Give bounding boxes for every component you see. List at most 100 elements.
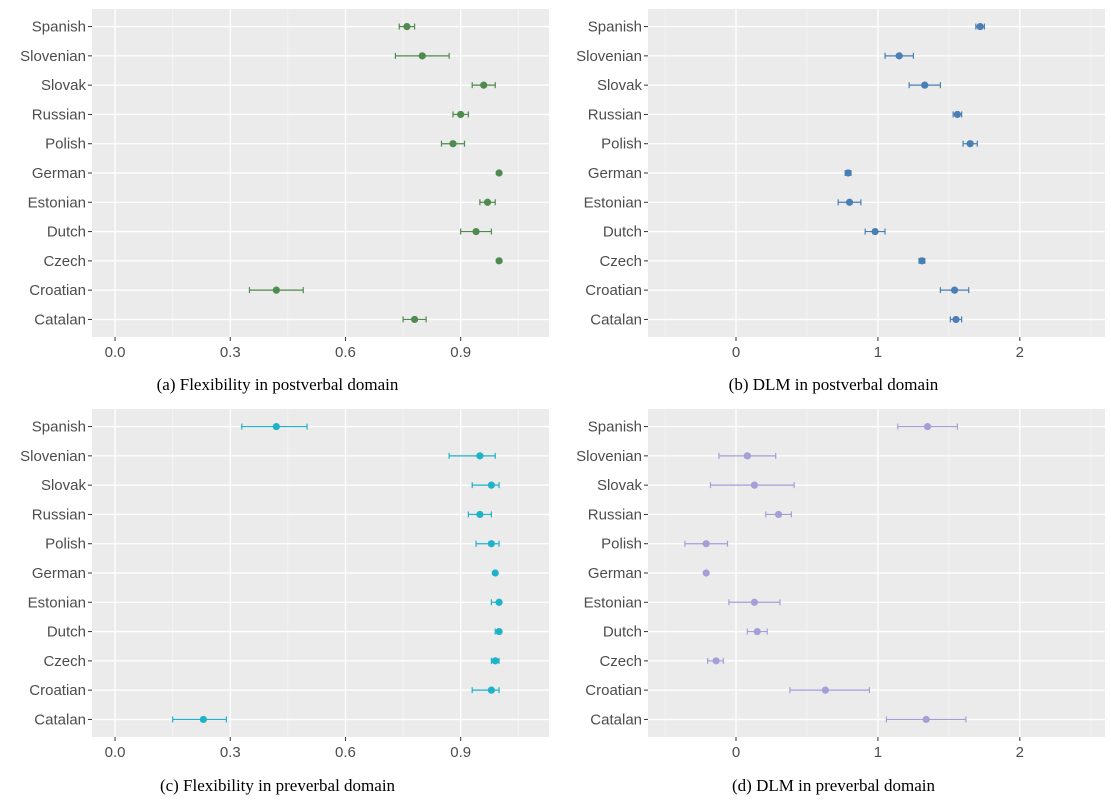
data-point — [702, 569, 710, 577]
y-tick-label: Catalan — [34, 711, 86, 728]
y-tick-label: Russian — [588, 506, 642, 523]
data-point — [743, 452, 751, 460]
y-tick-label: Polish — [601, 536, 642, 553]
data-point — [403, 22, 411, 31]
x-tick-label: 0.9 — [450, 344, 471, 361]
data-point — [199, 715, 207, 724]
y-tick-label: Spanish — [32, 419, 86, 436]
x-tick-label: 0.0 — [105, 744, 126, 761]
y-tick-label: Dutch — [47, 224, 86, 241]
y-tick-label: Russian — [32, 506, 86, 523]
x-tick-label: 1 — [874, 744, 882, 761]
data-point — [457, 110, 465, 119]
data-point — [272, 286, 280, 294]
data-point — [923, 422, 932, 431]
data-point — [491, 569, 499, 577]
y-tick-label: Dutch — [603, 224, 642, 241]
y-tick-label: Czech — [43, 253, 86, 270]
y-tick-label: Estonian — [584, 194, 642, 211]
caption-a: (a) Flexibility in postverbal domain — [156, 375, 399, 394]
data-point — [753, 627, 761, 636]
y-tick-label: Croatian — [585, 282, 642, 299]
y-tick-label: German — [32, 165, 86, 182]
y-tick-label: Czech — [43, 653, 86, 670]
x-tick-label: 0.6 — [335, 744, 356, 761]
data-point — [410, 315, 419, 324]
data-point — [487, 540, 495, 548]
data-point — [953, 110, 961, 119]
panel-d: Spanish Slovenian Slovak Russian Polish Germa… — [576, 409, 1105, 761]
data-point — [418, 52, 426, 60]
x-tick-label: 0.3 — [220, 744, 241, 761]
y-tick-label: Catalan — [590, 711, 642, 728]
x-tick-label: 0 — [732, 744, 740, 761]
data-point — [950, 286, 959, 294]
y-tick-label: Estonian — [28, 594, 86, 611]
data-point — [702, 540, 710, 548]
data-point — [845, 198, 854, 206]
y-tick-label: Slovak — [597, 477, 643, 494]
data-point — [750, 598, 759, 606]
data-point — [480, 81, 488, 89]
caption-c: (c) Flexibility in preverbal domain — [159, 776, 396, 795]
y-tick-label: Slovenian — [576, 48, 642, 65]
data-point — [871, 227, 879, 236]
data-point — [976, 22, 984, 31]
data-point — [495, 598, 503, 606]
data-point — [272, 422, 280, 431]
y-tick-label: Dutch — [603, 624, 642, 641]
data-point — [476, 452, 484, 460]
data-point — [487, 481, 495, 489]
data-point — [750, 481, 759, 489]
y-tick-label: Spanish — [588, 419, 642, 436]
y-tick-label: Slovenian — [576, 448, 642, 465]
y-tick-label: Slovenian — [20, 48, 86, 65]
data-point — [918, 257, 926, 265]
caption-b: (b) DLM in postverbal domain — [728, 375, 939, 394]
data-point — [712, 657, 720, 665]
y-tick-label: Slovenian — [20, 448, 86, 465]
data-point — [895, 52, 903, 60]
x-tick-label: 0 — [732, 344, 740, 361]
y-tick-label: Slovak — [41, 477, 87, 494]
y-tick-label: Spanish — [32, 19, 86, 36]
panel-a: Spanish Slovenian Slovak Russian Polish Germa… — [20, 9, 549, 361]
data-point — [491, 657, 499, 665]
y-tick-label: Croatian — [29, 682, 86, 699]
y-tick-label: Croatian — [29, 282, 86, 299]
y-tick-label: Czech — [599, 253, 642, 270]
y-tick-label: Estonian — [584, 594, 642, 611]
y-tick-label: Slovak — [597, 77, 643, 94]
y-tick-label: Polish — [601, 136, 642, 153]
data-point — [821, 686, 830, 694]
x-tick-label: 2 — [1016, 344, 1024, 361]
panel-b: Spanish Slovenian Slovak Russian Polish Germa… — [576, 9, 1105, 361]
y-tick-label: Slovak — [41, 77, 87, 94]
y-tick-label: Polish — [45, 136, 86, 153]
data-point — [476, 510, 484, 519]
y-tick-label: Catalan — [590, 311, 642, 328]
data-point — [922, 715, 930, 724]
y-tick-label: Polish — [45, 536, 86, 553]
y-tick-label: Russian — [32, 106, 86, 123]
data-point — [487, 686, 495, 694]
data-point — [495, 627, 503, 636]
data-point — [844, 169, 852, 177]
data-point — [449, 140, 457, 148]
caption-d: (d) DLM in preverbal domain — [732, 776, 935, 795]
x-tick-label: 2 — [1016, 744, 1024, 761]
x-tick-label: 0.9 — [450, 744, 471, 761]
x-tick-label: 1 — [874, 344, 882, 361]
y-tick-label: Spanish — [588, 19, 642, 36]
y-tick-label: Estonian — [28, 194, 86, 211]
y-tick-label: Croatian — [585, 682, 642, 699]
data-point — [921, 81, 929, 89]
y-tick-label: Czech — [599, 653, 642, 670]
y-tick-label: German — [32, 565, 86, 582]
y-tick-label: German — [588, 565, 642, 582]
y-tick-label: Catalan — [34, 311, 86, 328]
data-point — [966, 140, 974, 148]
data-point — [472, 227, 480, 236]
y-tick-label: Russian — [588, 106, 642, 123]
